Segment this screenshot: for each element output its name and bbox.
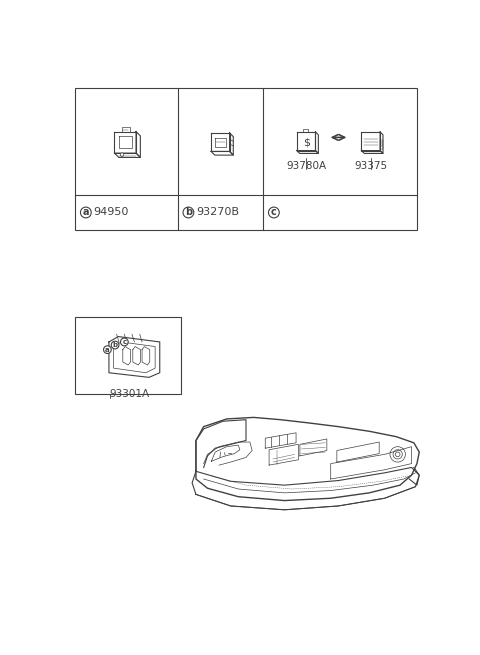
- Text: 93780A: 93780A: [286, 160, 326, 170]
- Text: $: $: [303, 137, 310, 147]
- Bar: [380, 140, 383, 141]
- Text: 93301A: 93301A: [110, 389, 150, 399]
- Circle shape: [120, 153, 124, 157]
- Circle shape: [183, 207, 194, 218]
- Text: 93375: 93375: [354, 160, 387, 170]
- Text: a: a: [83, 208, 89, 217]
- Circle shape: [104, 346, 111, 354]
- Text: b: b: [112, 342, 118, 348]
- Circle shape: [111, 341, 119, 349]
- Bar: [380, 146, 383, 149]
- Text: b: b: [185, 208, 192, 217]
- Circle shape: [268, 207, 279, 218]
- Circle shape: [120, 338, 128, 346]
- Bar: [380, 143, 383, 145]
- Text: c: c: [122, 339, 126, 345]
- Bar: [75, 88, 417, 231]
- Text: c: c: [271, 208, 277, 217]
- Text: 93270B: 93270B: [196, 208, 239, 217]
- Text: 94950: 94950: [94, 208, 129, 217]
- Circle shape: [81, 207, 91, 218]
- Text: a: a: [105, 346, 110, 352]
- Bar: [75, 317, 181, 394]
